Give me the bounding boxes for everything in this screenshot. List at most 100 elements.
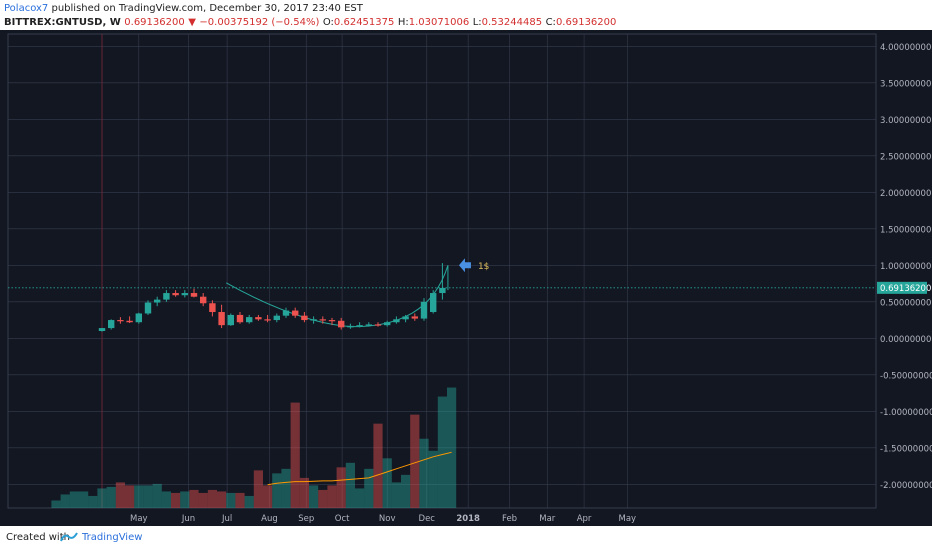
symbol-label: BITTREX:GNTUSD, W <box>4 17 121 28</box>
candle-body <box>319 319 326 321</box>
candle-body <box>384 322 391 326</box>
candle-body <box>236 314 244 323</box>
candle-body <box>310 319 317 321</box>
ohlc-line: BITTREX:GNTUSD, W 0.69136200 ▼ −0.003751… <box>4 17 616 28</box>
candle-body <box>430 293 437 313</box>
target-label: 1$ <box>478 262 489 272</box>
time-tick-label: May <box>130 514 148 524</box>
open-value: 0.62451375 <box>333 17 395 28</box>
time-tick-label: Feb <box>502 514 517 524</box>
candle-body <box>163 293 170 300</box>
volume-bar <box>106 486 116 508</box>
volume-bar <box>253 470 263 508</box>
candle-body <box>117 320 124 322</box>
candle-body <box>218 312 225 326</box>
volume-bar <box>391 482 401 508</box>
price-tick-label: 1.50000000 <box>880 225 931 235</box>
candle-body <box>154 299 161 303</box>
candle-body <box>356 325 363 327</box>
candle-body <box>264 319 271 321</box>
candle-body <box>200 296 207 304</box>
open-label: O: <box>322 17 334 28</box>
price-chart[interactable]: 4.00000000 3.50000000 3.00000000 2.50000000… <box>0 30 932 526</box>
volume-bar <box>318 489 328 508</box>
candle-body <box>402 316 409 320</box>
low-label: L: <box>472 17 482 28</box>
candle-body <box>439 287 446 294</box>
tradingview-brand[interactable]: TradingView <box>82 532 143 543</box>
candle-body <box>282 310 290 316</box>
volume-bar <box>152 483 162 508</box>
volume-bar <box>272 473 282 508</box>
volume-bar <box>373 423 383 508</box>
tradingview-logo-icon <box>60 532 78 542</box>
price-tick-label: 0.50000000 <box>880 298 931 308</box>
low-value: 0.53244485 <box>481 17 543 28</box>
candle-body <box>190 293 198 297</box>
author-link[interactable]: Polacox7 <box>4 3 49 14</box>
volume-bar <box>235 492 245 508</box>
close-label: C: <box>545 17 556 28</box>
volume-bar <box>290 402 300 508</box>
price-tick-label: 3.00000000 <box>880 116 931 126</box>
time-tick-label: Sep <box>298 514 314 524</box>
candle-body <box>420 301 428 319</box>
price-tick-label: -1.50000000 <box>880 444 932 454</box>
volume-bar <box>217 491 227 508</box>
candle-body <box>108 320 115 329</box>
volume-bar <box>263 485 273 508</box>
target-arrow-icon <box>458 258 471 273</box>
volume-bar <box>143 485 153 508</box>
candle-body <box>301 315 308 321</box>
last-price: 0.69136200 <box>124 17 185 28</box>
candle-body <box>393 319 400 323</box>
candle-body <box>98 328 106 331</box>
price-tick-label: -1.00000000 <box>880 408 932 418</box>
price-tick-label: -2.00000000 <box>880 481 932 491</box>
volume-bar <box>88 495 98 508</box>
time-tick-label: Oct <box>335 514 350 524</box>
candle-body <box>144 302 152 314</box>
time-tick-label: Jul <box>221 514 232 524</box>
volume-bar <box>382 458 392 508</box>
candle-body <box>292 310 299 316</box>
volume-bar <box>198 492 208 508</box>
last-price-tag <box>877 281 927 294</box>
volume-bar <box>171 492 181 508</box>
created-with-label: Created with <box>6 532 70 543</box>
price-tick-label: -0.50000000 <box>880 371 932 381</box>
time-tick-label: Nov <box>379 514 396 524</box>
volume-bar <box>69 491 79 508</box>
price-tick-label: 2.50000000 <box>880 152 931 162</box>
volume-bar <box>355 488 365 508</box>
time-tick-label: Dec <box>419 514 436 524</box>
volume-bar <box>134 485 144 508</box>
volume-bar <box>309 485 319 508</box>
volume-bar <box>327 485 337 508</box>
volume-bar <box>447 387 457 508</box>
chart-header: Polacox7 published on TradingView.com, D… <box>0 0 932 30</box>
volume-bar <box>189 489 199 508</box>
volume-bar <box>364 468 374 508</box>
volume-ma-line <box>267 451 452 486</box>
candle-body <box>209 303 216 313</box>
time-tick-label: Mar <box>539 514 556 524</box>
price-tick-label: 0.00000000 <box>880 335 931 345</box>
volume-bar <box>401 474 411 508</box>
change-down-icon: ▼ <box>188 17 196 28</box>
volume-bar <box>428 450 438 508</box>
high-value: 1.03071006 <box>408 17 470 28</box>
high-label: H: <box>397 17 409 28</box>
volume-bar <box>244 495 254 508</box>
volume-bar <box>161 491 171 508</box>
candle-body <box>338 320 345 328</box>
candle-body <box>273 315 280 321</box>
time-tick-label: Aug <box>261 514 278 524</box>
volume-bar <box>51 500 61 508</box>
volume-bar <box>336 467 346 508</box>
volume-bar <box>60 494 70 508</box>
candle-body <box>135 313 142 323</box>
volume-bar <box>79 491 89 508</box>
volume-bar <box>125 485 135 508</box>
price-tick-label: 1.00000000 <box>880 262 931 272</box>
